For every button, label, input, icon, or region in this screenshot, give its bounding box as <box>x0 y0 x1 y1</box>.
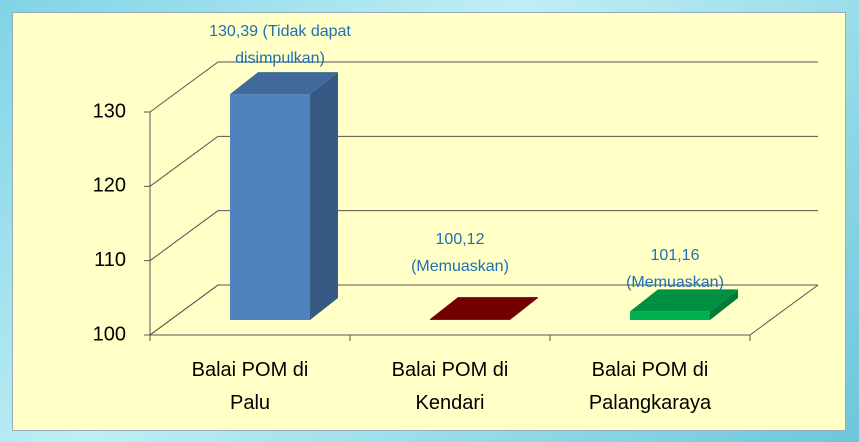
bar-front <box>230 94 310 320</box>
bar-side <box>510 297 538 320</box>
y-tick-label: 110 <box>94 249 126 271</box>
grid-line <box>149 61 818 113</box>
bar-top <box>230 72 338 95</box>
bar-top <box>430 297 538 320</box>
grid-line <box>149 284 818 336</box>
bar-side <box>710 289 738 320</box>
y-tick-label: 100 <box>93 323 126 345</box>
value-label: 101,16 (Memuaskan) <box>626 247 724 291</box>
x-tick-label: Balai POM di Kendari <box>391 359 509 414</box>
value-label: 100,12 (Memuaskan) <box>411 231 509 275</box>
y-tick-label: 120 <box>93 175 126 197</box>
grid-line <box>149 135 818 187</box>
bar-top <box>630 289 738 312</box>
bar-front <box>630 311 710 320</box>
bar-side <box>310 72 338 320</box>
chart-panel <box>12 12 846 431</box>
grid-line <box>149 210 818 262</box>
bar-front <box>430 319 510 320</box>
value-label: 130,39 (Tidak dapat disimpulkan) <box>209 23 351 67</box>
x-tick-label: Balai POM di Palu <box>191 359 309 414</box>
y-tick-label: 130 <box>93 100 126 122</box>
x-tick-label: Balai POM di Palangkaraya <box>588 359 712 414</box>
